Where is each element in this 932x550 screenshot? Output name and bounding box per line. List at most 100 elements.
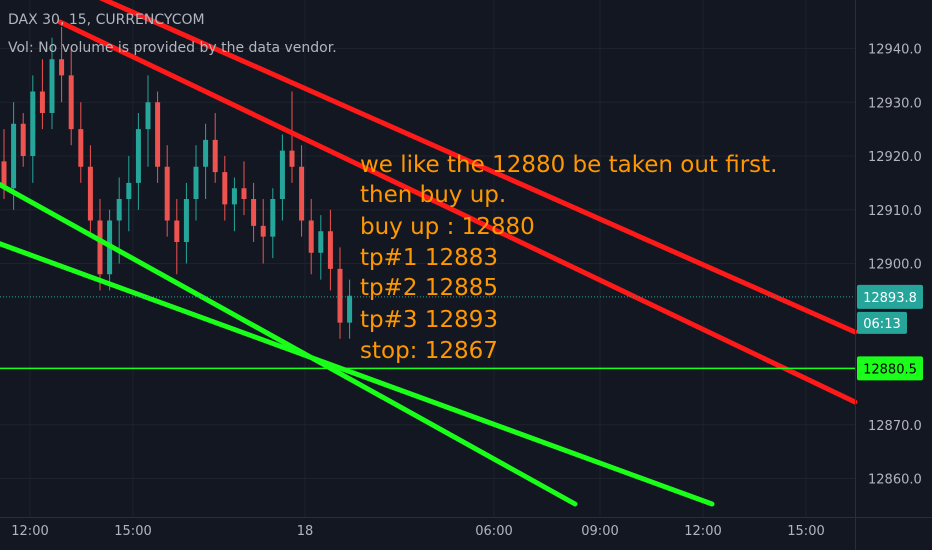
candles[interactable] (1, 27, 353, 339)
candle-body (203, 139, 209, 167)
price-tick-label: 12940.0 (868, 43, 922, 58)
candle[interactable] (231, 177, 237, 232)
price-axis-badges: 12893.8 06:13 12880.5 (857, 284, 923, 381)
candle[interactable] (203, 123, 209, 199)
time-tick-label: 15:00 (787, 524, 824, 539)
candle-body (11, 123, 17, 189)
candle-body (183, 199, 189, 242)
candle[interactable] (222, 156, 228, 221)
candle-body (260, 225, 266, 237)
annotation-line-3[interactable]: buy up : 12880 (360, 214, 535, 240)
candle[interactable] (164, 145, 170, 237)
annotation-line-4[interactable]: tp#1 12883 (360, 245, 498, 271)
annotation-line-6[interactable]: tp#3 12893 (360, 307, 498, 333)
time-tick-label: 15:00 (114, 524, 151, 539)
candle-body (59, 59, 65, 76)
candle-body (155, 102, 161, 167)
candle[interactable] (347, 279, 353, 339)
candle-body (308, 220, 314, 253)
annotation-line-1[interactable]: we like the 12880 be taken out first. (360, 152, 778, 178)
symbol-legend[interactable]: DAX 30, 15, CURRENCYCOM (8, 12, 205, 28)
candle[interactable] (145, 75, 151, 167)
candle[interactable] (126, 156, 132, 232)
volume-legend: Vol: No volume is provided by the data v… (8, 40, 337, 56)
candle-body (39, 91, 45, 113)
price-tick-label: 12930.0 (868, 96, 922, 111)
candle[interactable] (212, 113, 218, 183)
candle-body (164, 166, 170, 221)
price-axis[interactable]: 12940.0 12930.0 12920.0 12910.0 12900.0 12870… (868, 43, 922, 488)
grid-lines (0, 0, 855, 517)
candle[interactable] (183, 182, 189, 264)
candle-body (116, 199, 122, 221)
level-badge (857, 356, 923, 381)
candle[interactable] (241, 161, 247, 216)
candle[interactable] (87, 145, 93, 237)
candle-body (1, 161, 7, 189)
candle[interactable] (49, 37, 55, 130)
candle[interactable] (289, 91, 295, 183)
candle[interactable] (308, 199, 314, 275)
candle-body (174, 220, 180, 242)
current-price-label: 12893.8 (863, 291, 917, 306)
candle-body (49, 59, 55, 113)
candle-body (135, 129, 141, 183)
candle-body (289, 150, 295, 167)
channel-lines[interactable] (0, 0, 858, 507)
time-tick-label: 09:00 (581, 524, 618, 539)
channel-line[interactable] (60, 0, 858, 335)
price-tick-label: 12900.0 (868, 258, 922, 273)
price-tick-label: 12860.0 (868, 473, 922, 488)
candle[interactable] (337, 247, 343, 339)
candle[interactable] (20, 113, 26, 167)
candle[interactable] (318, 215, 324, 280)
candle[interactable] (174, 199, 180, 275)
candle-body (279, 150, 285, 199)
candle[interactable] (251, 182, 257, 242)
time-tick-label: 12:00 (11, 524, 48, 539)
time-axis[interactable]: 12:00 15:00 18 06:00 09:00 12:00 15:00 (11, 524, 824, 539)
annotation-line-2[interactable]: then buy up. (360, 182, 507, 208)
candle[interactable] (193, 145, 199, 221)
candle-body (68, 75, 74, 130)
candle-body (318, 231, 324, 253)
candle-body (270, 199, 276, 237)
time-tick-label: 12:00 (684, 524, 721, 539)
candle-body (193, 166, 199, 199)
candle-body (231, 188, 237, 205)
time-tick-label: 18 (297, 524, 314, 539)
candle-body (212, 139, 218, 173)
candle[interactable] (78, 102, 84, 183)
annotation-line-5[interactable]: tp#2 12885 (360, 275, 498, 301)
channel-line[interactable] (0, 181, 578, 507)
candle-body (20, 123, 26, 156)
candle-body (30, 91, 36, 156)
channel-line[interactable] (0, 241, 715, 507)
candle[interactable] (30, 75, 36, 183)
price-tick-label: 12870.0 (868, 419, 922, 434)
candle-body (299, 166, 305, 221)
time-tick-label: 06:00 (475, 524, 512, 539)
candle[interactable] (39, 59, 45, 130)
channel-line[interactable] (57, 19, 858, 405)
candle[interactable] (97, 199, 103, 291)
candle[interactable] (68, 48, 74, 146)
countdown-label: 06:13 (863, 317, 900, 332)
candle[interactable] (299, 145, 305, 237)
candle[interactable] (59, 27, 65, 103)
candle[interactable] (135, 113, 141, 210)
candle-body (222, 172, 228, 205)
candle[interactable] (279, 134, 285, 221)
candle-body (78, 129, 84, 167)
candle-body (347, 295, 353, 323)
candle[interactable] (260, 199, 266, 264)
candle-body (145, 102, 151, 130)
annotation-line-7[interactable]: stop: 12867 (360, 338, 498, 364)
candle[interactable] (270, 188, 276, 259)
candle[interactable] (155, 91, 161, 183)
candle-body (126, 182, 132, 199)
candle[interactable] (327, 209, 333, 291)
candle-body (87, 166, 93, 221)
